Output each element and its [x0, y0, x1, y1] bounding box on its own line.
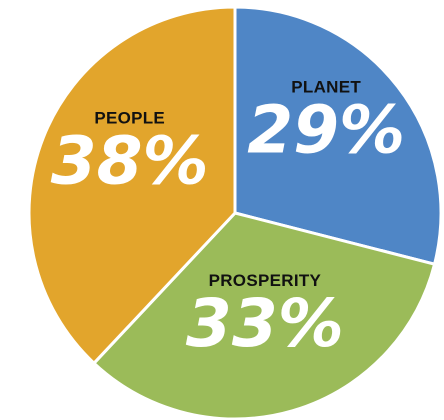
- slices-layer: [27, 5, 443, 420]
- slice-value-planet: 29%: [247, 91, 405, 168]
- slice-label-planet: PLANET: [291, 77, 361, 96]
- pie-slice-planet: [233, 5, 443, 266]
- pie-slice-people: [27, 5, 237, 365]
- slice-label-prosperity: PROSPERITY: [209, 271, 322, 290]
- slice-value-prosperity: 33%: [186, 285, 344, 362]
- slice-value-people: 38%: [51, 122, 209, 199]
- pie-slice-prosperity: [92, 211, 437, 420]
- slice-label-people: PEOPLE: [94, 108, 165, 127]
